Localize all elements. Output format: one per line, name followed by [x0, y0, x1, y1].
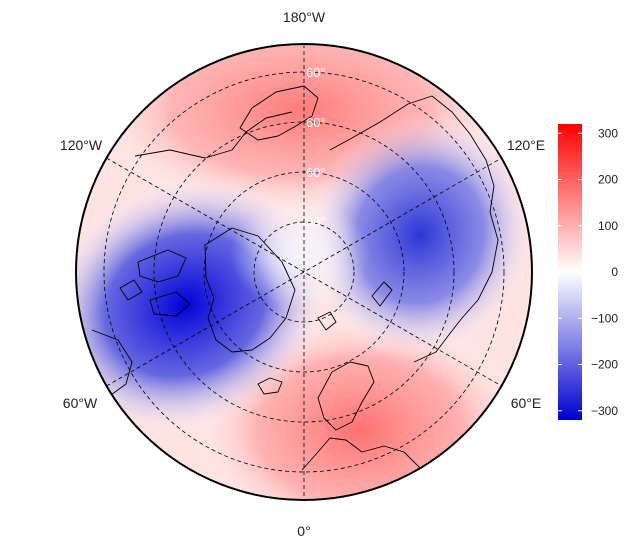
colorbar: 300 200 100 0 −100 −200 −300	[558, 124, 618, 420]
iceland-coast	[257, 377, 283, 395]
latitude-label: 60°	[306, 115, 326, 130]
siberia-coast	[329, 95, 499, 363]
europe-coast	[301, 437, 433, 487]
greenland-coast	[204, 227, 296, 353]
longitude-label-0: 0°	[297, 523, 310, 539]
colorbar-tick-label: 300	[598, 126, 618, 140]
polar-neutral-zone	[230, 200, 370, 310]
colorbar-tick-label: −100	[591, 311, 618, 325]
latitude-label: 80°	[306, 214, 326, 229]
colorbar-tick-label: −300	[591, 404, 618, 418]
latitude-circle-80	[253, 221, 355, 323]
canadian-archipelago-coast	[119, 249, 191, 317]
latitude-circle-50	[103, 71, 505, 473]
colorbar-ticks: 300 200 100 0 −100 −200 −300	[558, 126, 618, 418]
longitude-label-60w: 60°W	[63, 395, 98, 411]
colorbar-tick-label: 200	[598, 173, 618, 187]
novaya-zemlya-coast	[371, 281, 393, 307]
latitude-circle-60	[153, 121, 455, 423]
scandinavia-coast	[317, 361, 375, 431]
map-disc-border	[75, 43, 533, 501]
longitude-label-120e: 120°E	[507, 137, 545, 153]
latitude-label: 60°	[306, 65, 326, 80]
north-america-coast	[91, 111, 293, 401]
meridian-60w-120e	[106, 157, 502, 387]
latitude-label: 60°	[306, 165, 326, 180]
longitude-labels: 180°W 120°W 120°E 60°W 60°E 0°	[60, 9, 545, 539]
coastlines	[91, 85, 499, 487]
colorbar-tick-label: 0	[611, 265, 618, 279]
meridian-120w-60e	[106, 157, 502, 387]
anomaly-field	[76, 44, 532, 500]
latitude-labels: 60° 60° 60° 80°	[306, 65, 326, 229]
colorbar-tick-label: 100	[598, 219, 618, 233]
graticule	[103, 44, 505, 500]
svalbard-coast	[317, 311, 337, 331]
colorbar-tick-label: −200	[591, 358, 618, 372]
alaska-coast	[239, 85, 319, 141]
longitude-label-60e: 60°E	[511, 395, 542, 411]
longitude-label-120w: 120°W	[60, 137, 103, 153]
longitude-label-180w: 180°W	[283, 9, 326, 25]
siberia-negative-anomaly	[303, 111, 532, 359]
